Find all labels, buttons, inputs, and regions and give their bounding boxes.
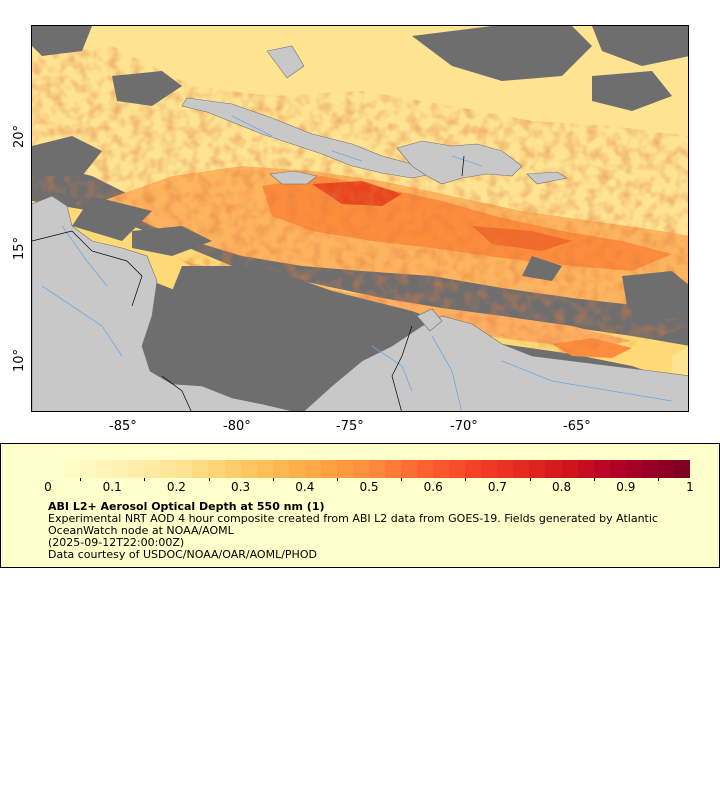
colorbar-segment	[240, 460, 257, 478]
map-canvas	[32, 26, 688, 411]
colorbar-segment	[625, 460, 642, 478]
colorbar-segment	[465, 460, 482, 478]
colorbar-segment	[657, 460, 674, 478]
colorbar-segment	[192, 460, 209, 478]
colorbar-minor-tick	[593, 478, 595, 481]
colorbar-segment	[577, 460, 594, 478]
colorbar-minor-tick	[208, 478, 210, 481]
aod-map	[31, 25, 689, 412]
colorbar-minor-tick	[336, 478, 338, 481]
colorbar-tick-label: 0.6	[423, 480, 443, 494]
colorbar-segment	[417, 460, 434, 478]
colorbar	[48, 460, 690, 478]
colorbar-segment	[304, 460, 321, 478]
rivers	[41, 115, 673, 411]
lon-label-70: -70°	[450, 419, 478, 434]
colorbar-segment	[609, 460, 626, 478]
colorbar-tick-label: 0.2	[166, 480, 186, 494]
colorbar-tick-label: 1	[686, 480, 694, 494]
colorbar-segment	[449, 460, 466, 478]
legend-credit: Data courtesy of USDOC/NOAA/OAR/AOML/PHO…	[48, 548, 317, 561]
colorbar-tick-label: 0	[44, 480, 52, 494]
colorbar-segment	[433, 460, 450, 478]
colorbar-segment	[208, 460, 225, 478]
colorbar-segment	[48, 460, 65, 478]
colorbar-segment	[673, 460, 690, 478]
colorbar-minor-tick	[272, 478, 274, 481]
colorbar-segment	[368, 460, 385, 478]
colorbar-tick-label: 0.5	[359, 480, 379, 494]
colorbar-tick-label: 0.1	[102, 480, 122, 494]
colorbar-segment	[288, 460, 305, 478]
lon-label-65: -65°	[563, 419, 591, 434]
legend-text: ABI L2+ Aerosol Optical Depth at 550 nm …	[48, 501, 688, 561]
colorbar-tick-label: 0.4	[295, 480, 315, 494]
colorbar-minor-tick	[529, 478, 531, 481]
land	[32, 45, 688, 411]
lat-label-10: 10°	[12, 348, 27, 372]
colorbar-segment	[160, 460, 177, 478]
colorbar-tick-label: 0.9	[616, 480, 636, 494]
colorbar-segment	[336, 460, 353, 478]
colorbar-segment	[80, 460, 97, 478]
colorbar-segment	[96, 460, 113, 478]
lat-label-20: 20°	[12, 124, 27, 148]
colorbar-tick-label: 0.8	[552, 480, 572, 494]
colorbar-minor-tick	[465, 478, 467, 481]
lon-label-75: -75°	[336, 419, 364, 434]
colorbar-segment	[497, 460, 514, 478]
colorbar-segment	[176, 460, 193, 478]
colorbar-segment	[513, 460, 530, 478]
colorbar-segment	[529, 460, 546, 478]
colorbar-tick-label: 0.7	[487, 480, 507, 494]
colorbar-segment	[128, 460, 145, 478]
colorbar-tick-label: 0.3	[231, 480, 251, 494]
colorbar-segment	[320, 460, 337, 478]
colorbar-segment	[144, 460, 161, 478]
legend-title: ABI L2+ Aerosol Optical Depth at 550 nm …	[48, 500, 325, 513]
colorbar-segment	[64, 460, 81, 478]
colorbar-segment	[641, 460, 658, 478]
colorbar-minor-tick	[144, 478, 146, 481]
borders	[32, 155, 465, 411]
colorbar-segment	[256, 460, 273, 478]
legend-timestamp: (2025-09-12T22:00:00Z)	[48, 536, 185, 549]
colorbar-segment	[384, 460, 402, 478]
colorbar-segment	[112, 460, 129, 478]
colorbar-segment	[224, 460, 241, 478]
colorbar-segment	[593, 460, 610, 478]
colorbar-minor-tick	[657, 478, 659, 481]
colorbar-segment	[545, 460, 562, 478]
lat-label-15: 15°	[12, 236, 27, 260]
colorbar-segment	[561, 460, 578, 478]
colorbar-segment	[352, 460, 369, 478]
colorbar-minor-tick	[401, 478, 403, 481]
colorbar-segment	[401, 460, 418, 478]
colorbar-segment	[481, 460, 498, 478]
legend-panel: ABI L2+ Aerosol Optical Depth at 550 nm …	[0, 443, 720, 568]
colorbar-segment	[272, 460, 289, 478]
lon-label-85: -85°	[109, 419, 137, 434]
lon-label-80: -80°	[223, 419, 251, 434]
legend-description: Experimental NRT AOD 4 hour composite cr…	[48, 512, 658, 537]
colorbar-minor-tick	[80, 478, 82, 481]
